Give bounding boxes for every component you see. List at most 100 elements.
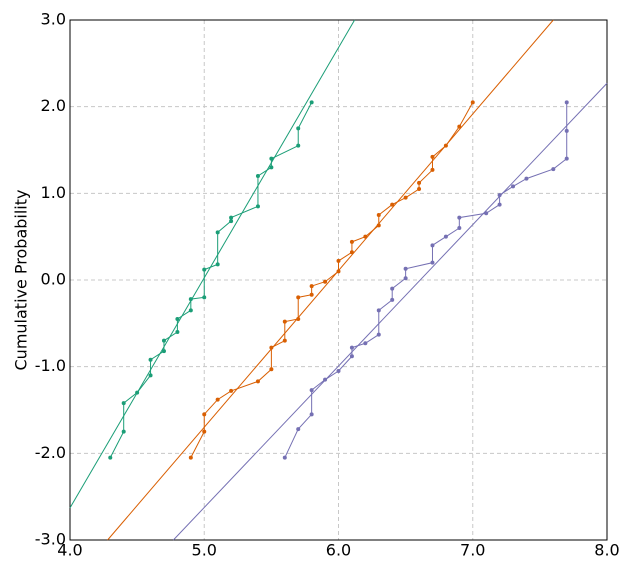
data-point [457, 226, 462, 230]
x-tick-label: 8.0 [594, 541, 619, 560]
data-point [296, 427, 301, 432]
data-point [255, 379, 260, 384]
y-tick-label: -2.0 [35, 443, 66, 462]
data-point [309, 388, 314, 393]
data-point [309, 284, 314, 289]
data-point [470, 100, 475, 105]
y-tick-label: 1.0 [41, 183, 66, 202]
data-point [175, 330, 180, 334]
data-point [215, 262, 220, 267]
data-point [269, 367, 274, 372]
data-point [309, 100, 314, 105]
data-point [390, 286, 395, 291]
data-point [148, 357, 153, 362]
data-point [349, 239, 354, 244]
data-point [457, 124, 462, 129]
data-point [524, 176, 529, 181]
data-point [349, 354, 354, 359]
data-point [202, 429, 207, 434]
y-axis-label: Cumulative Probability [12, 190, 31, 371]
data-point [564, 156, 569, 161]
plot-frame [69, 19, 608, 541]
data-point [215, 230, 220, 235]
data-point [188, 297, 193, 302]
data-point [282, 455, 287, 460]
data-point [121, 401, 126, 406]
data-point [336, 258, 341, 263]
x-tick-label: 5.0 [192, 541, 217, 560]
data-point [363, 341, 368, 346]
data-point [175, 317, 180, 321]
y-tick-label: 3.0 [41, 10, 66, 29]
data-point [484, 211, 489, 216]
data-point [121, 429, 126, 434]
y-tick-label: 2.0 [41, 96, 66, 115]
data-point [497, 202, 502, 207]
data-point [282, 319, 287, 324]
data-point [188, 308, 193, 313]
data-point [282, 338, 287, 343]
data-point [417, 180, 422, 185]
fit-line [107, 19, 554, 541]
data-point [457, 215, 462, 220]
data-point [296, 143, 301, 148]
data-point [202, 267, 207, 272]
data-point [255, 204, 260, 209]
data-point [148, 373, 153, 378]
data-point [349, 345, 354, 350]
fit-line [173, 82, 608, 541]
x-tick-label: 7.0 [460, 541, 485, 560]
data-point [376, 213, 381, 217]
data-point [202, 412, 207, 417]
data-point [161, 349, 166, 354]
data-point [417, 187, 422, 191]
y-tick-label: 0.0 [41, 270, 66, 289]
x-tick-label: 6.0 [326, 541, 351, 560]
data-point [430, 260, 435, 265]
data-point [511, 184, 516, 189]
fit-line [69, 19, 356, 509]
data-point [403, 276, 408, 281]
data-point [376, 308, 381, 313]
data-point [430, 167, 435, 172]
data-point [551, 167, 556, 172]
data-point [443, 143, 448, 148]
data-point [376, 332, 381, 337]
data-point [390, 297, 395, 302]
data-point [336, 269, 341, 274]
data-point [403, 195, 408, 200]
data-point [430, 154, 435, 159]
data-point [323, 279, 328, 284]
data-point [403, 266, 408, 271]
x-tick-label: 4.0 [57, 541, 82, 560]
data-point [229, 388, 234, 393]
data-point [108, 455, 113, 460]
data-point [309, 292, 314, 297]
data-point [215, 397, 220, 402]
data-point [202, 295, 207, 300]
data-point [390, 202, 395, 207]
data-point [336, 369, 341, 373]
data-point [161, 338, 166, 343]
data-point [188, 455, 193, 460]
y-tick-label: -1.0 [35, 356, 66, 375]
data-point [269, 345, 274, 350]
data-point [229, 215, 234, 220]
data-point [255, 174, 260, 178]
data-point [296, 126, 301, 131]
data-point [135, 390, 140, 395]
data-point [349, 250, 354, 255]
data-point [564, 128, 569, 133]
data-point [497, 193, 502, 198]
data-point [309, 412, 314, 417]
data-point [564, 100, 569, 105]
y-tick-label: -3.0 [35, 530, 66, 549]
data-point [376, 223, 381, 228]
data-point [430, 243, 435, 248]
data-point [269, 156, 274, 161]
data-point [296, 295, 301, 300]
data-point [296, 317, 301, 321]
data-point [269, 165, 274, 170]
data-point [363, 234, 368, 239]
